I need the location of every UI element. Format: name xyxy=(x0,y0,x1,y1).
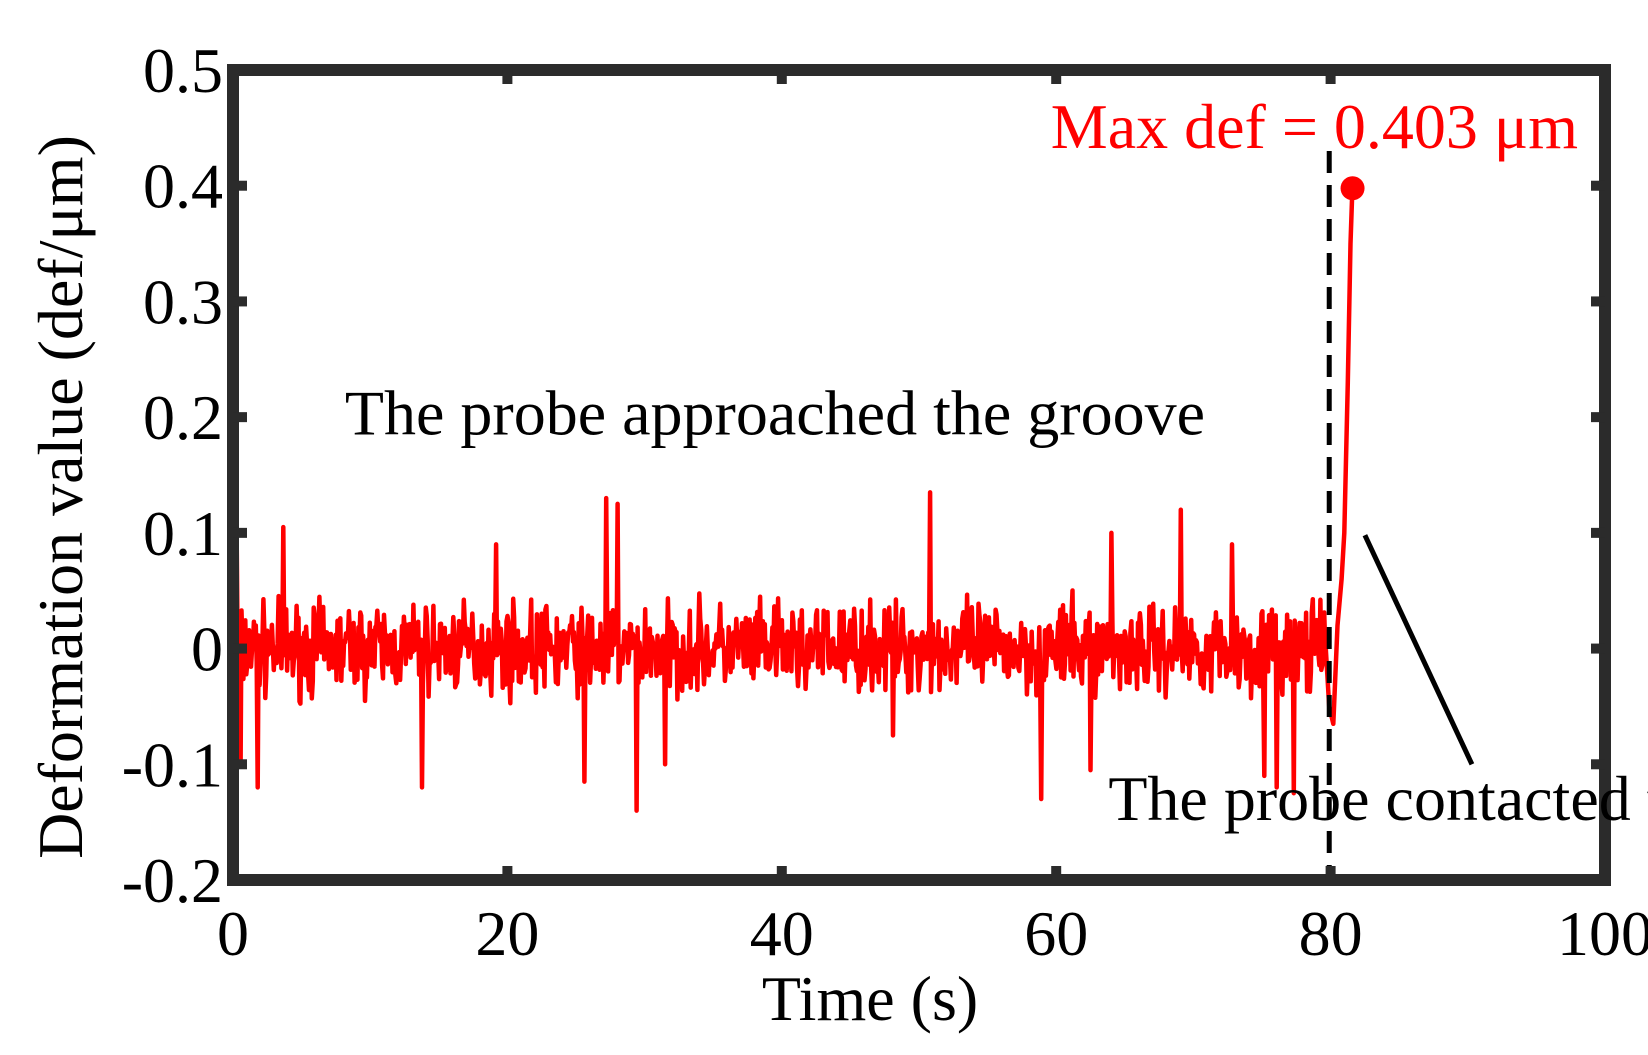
axes-box xyxy=(227,64,1611,886)
y-axis-label: Deformation value (def/μm) xyxy=(25,135,96,859)
y-tick-label: 0.3 xyxy=(143,266,223,337)
x-tick-label: 20 xyxy=(475,898,539,969)
series-deformation-line xyxy=(230,182,1355,813)
x-tick-label: 40 xyxy=(750,898,814,969)
y-tick-label: -0.2 xyxy=(122,845,223,916)
chart-text: Time (s) Deformation value (def/μm) Max … xyxy=(25,35,1648,1034)
max-deformation-marker xyxy=(1340,176,1365,201)
y-tick-label: 0 xyxy=(191,614,223,685)
x-tick-label: 80 xyxy=(1299,898,1363,969)
y-tick-label: -0.1 xyxy=(122,729,223,800)
y-tick-label: 0.4 xyxy=(143,151,223,222)
plot-area xyxy=(230,151,1475,880)
annotation-contacted: The probe contacted the groove xyxy=(1108,763,1648,834)
annotation-pointer-line xyxy=(1362,534,1475,766)
max-deformation-label: Max def = 0.403 μm xyxy=(1051,91,1578,162)
axes-frame xyxy=(227,64,1611,886)
x-tick-label: 60 xyxy=(1024,898,1088,969)
x-tick-label: 100 xyxy=(1557,898,1648,969)
y-tick-label: 0.5 xyxy=(143,35,223,106)
x-axis-label: Time (s) xyxy=(762,963,978,1034)
x-tick-label: 0 xyxy=(217,898,249,969)
annotation-approached: The probe approached the groove xyxy=(345,378,1205,449)
y-tick-label: 0.2 xyxy=(143,382,223,453)
y-tick-label: 0.1 xyxy=(143,498,223,569)
